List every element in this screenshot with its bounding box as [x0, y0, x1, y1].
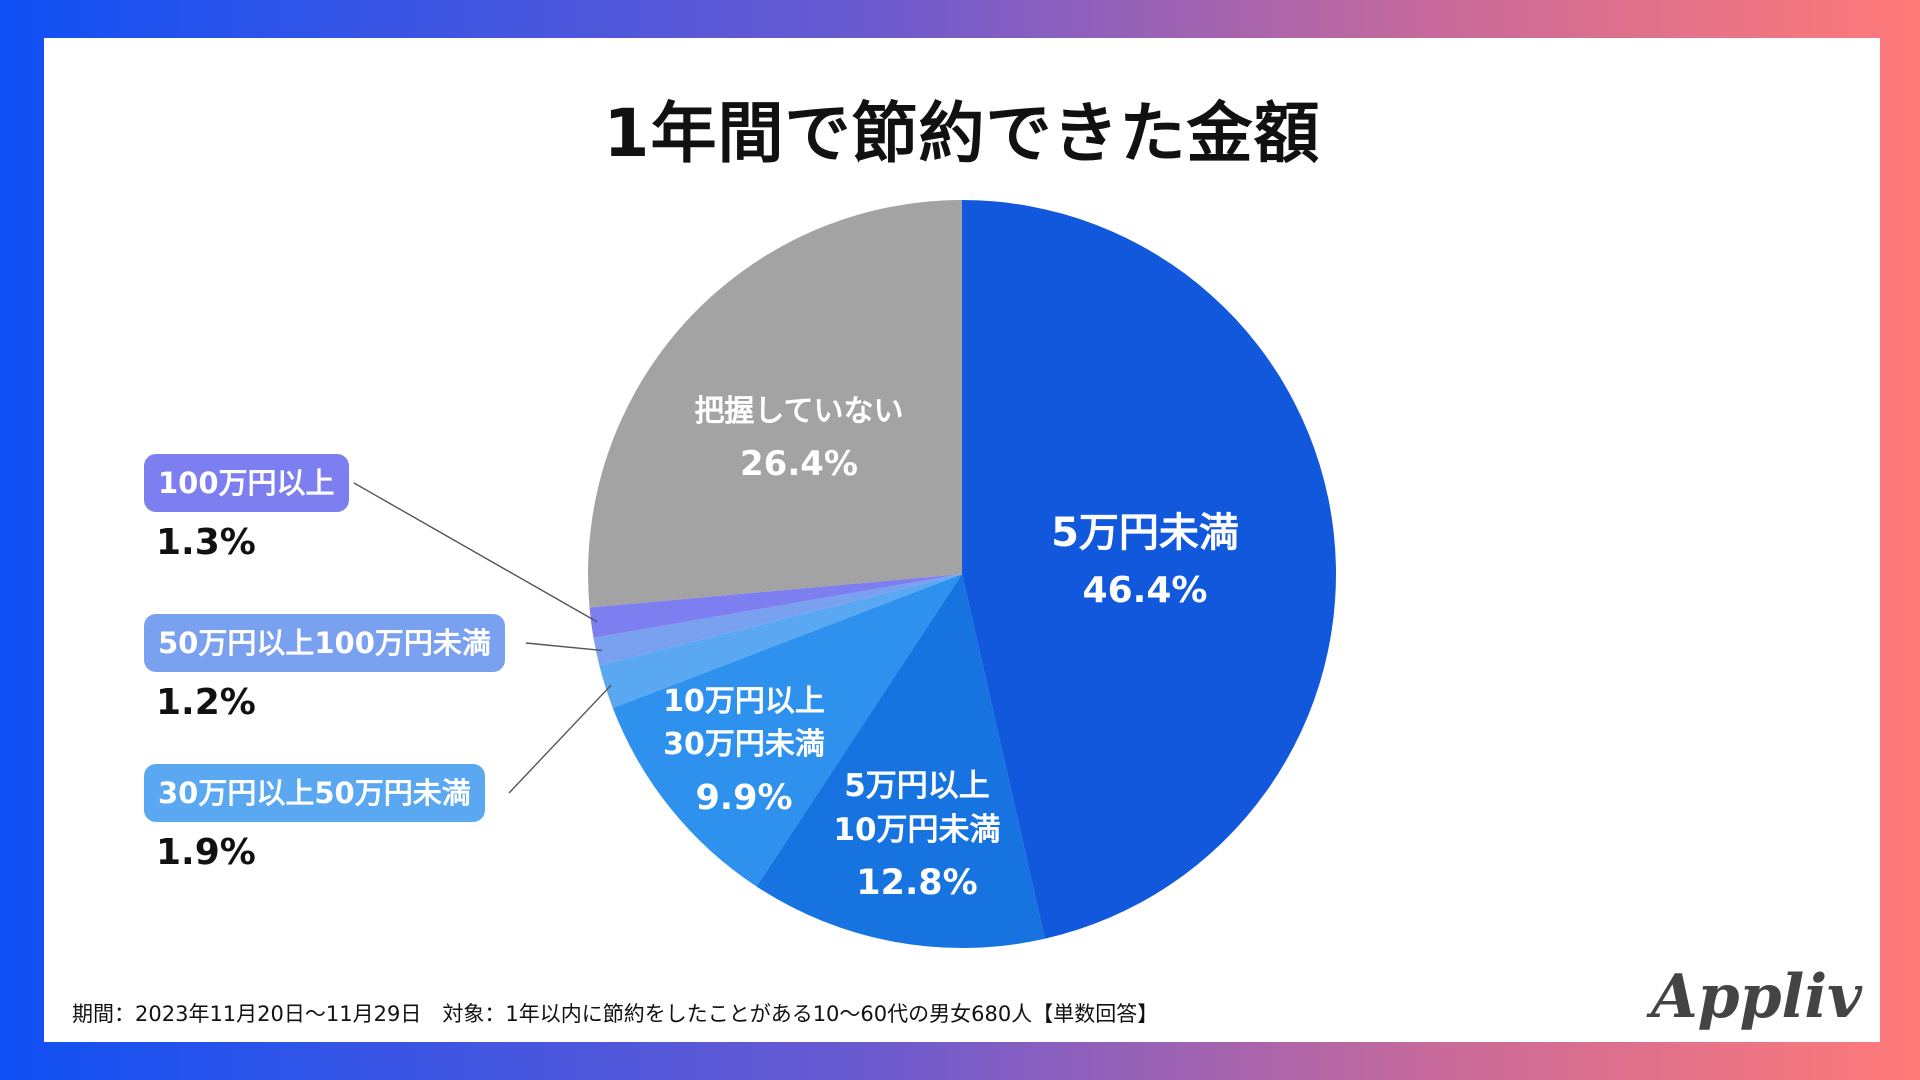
value-100man-ijou: 1.3% — [156, 522, 256, 563]
pie-slice-6 — [588, 200, 962, 608]
legend-pill-50man-100man: 50万円以上100万円未満 — [144, 614, 505, 672]
pie-chart: 5万円未満 46.4% 5万円以上 10万円未満 12.8% 10万円以上 30万円未満 9.… — [353, 200, 1337, 948]
slice-label-6: 把握していない — [694, 394, 903, 429]
slice-value-1: 12.8% — [856, 863, 977, 903]
leader-line-4 — [525, 642, 603, 652]
slice-label-0: 5万円未満 — [1051, 510, 1239, 556]
leader-line-3 — [508, 684, 612, 794]
leader-line-5 — [353, 482, 598, 623]
pie-slice-0 — [962, 200, 1337, 939]
value-50man-100man: 1.2% — [156, 682, 256, 723]
slice-label-2a: 10万円以上 — [663, 684, 825, 719]
footer-note: 期間：2023年11月20日〜11月29日 対象：1年以内に節約をしたことがある… — [72, 1002, 1159, 1026]
slice-label-2b: 30万円未満 — [663, 727, 825, 762]
legend-pill-30man-50man: 30万円以上50万円未満 — [144, 764, 485, 822]
slice-value-2: 9.9% — [695, 778, 792, 818]
chart-title: 1年間で節約できた金額 — [603, 95, 1321, 172]
pie-slice-3 — [599, 574, 962, 708]
pie-slice-1 — [756, 574, 1045, 948]
value-30man-50man: 1.9% — [156, 832, 256, 873]
slice-label-1a: 5万円以上 — [844, 768, 990, 804]
slice-value-0: 46.4% — [1083, 570, 1208, 611]
pie-slice-4 — [593, 574, 962, 666]
applivlogo: Appliv — [1651, 962, 1862, 1032]
slice-label-1b: 10万円未満 — [833, 812, 1000, 848]
pie-slice-2 — [612, 574, 962, 887]
chart-card: 1年間で節約できた金額 5万円未満 46.4% 5万円以上 10万円未満 12.8% 10… — [44, 38, 1880, 1042]
slice-value-6: 26.4% — [740, 444, 858, 484]
pie-slice-5 — [589, 574, 962, 638]
legend-pill-100man-ijou: 100万円以上 — [144, 454, 349, 512]
